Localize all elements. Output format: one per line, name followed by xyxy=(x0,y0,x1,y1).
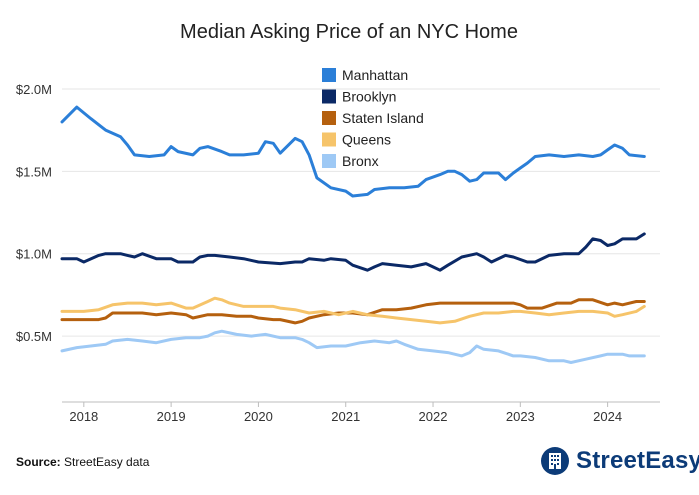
legend: Manhattan Brooklyn Staten Island Queens Bron… xyxy=(322,67,424,169)
series-line-bronx xyxy=(60,329,646,364)
brand-name: StreetEasy xyxy=(576,447,699,474)
legend-label: Bronx xyxy=(342,153,379,169)
x-tick-label: 2019 xyxy=(157,409,186,424)
source-label: Source: xyxy=(16,455,61,469)
x-tick-label: 2024 xyxy=(593,409,622,424)
x-tick-label: 2023 xyxy=(506,409,535,424)
legend-label: Staten Island xyxy=(342,110,424,126)
y-tick-label: $1.5M xyxy=(16,164,52,179)
series-lines xyxy=(60,105,646,364)
legend-label: Manhattan xyxy=(342,67,408,83)
legend-swatch xyxy=(322,132,336,147)
y-tick-label: $0.5M xyxy=(16,329,52,344)
x-tick-label: 2022 xyxy=(419,409,448,424)
series-line-manhattan xyxy=(60,105,646,198)
x-tick-label: 2020 xyxy=(244,409,273,424)
legend-swatch xyxy=(322,68,336,82)
streeteasy-logo: StreetEasy xyxy=(540,446,699,476)
axes: $0.5M $1.0M $1.5M $2.0M 2018 2019 2020 2021 2022… xyxy=(16,82,660,424)
legend-label: Queens xyxy=(342,132,391,148)
chart-title: Median Asking Price of an NYC Home xyxy=(180,21,518,43)
legend-label: Brooklyn xyxy=(342,89,396,105)
building-icon xyxy=(541,447,569,475)
legend-swatch xyxy=(322,89,336,104)
y-tick-label: $1.0M xyxy=(16,247,52,262)
x-tick-label: 2018 xyxy=(69,409,98,424)
source-text: StreetEasy data xyxy=(60,455,150,469)
legend-swatch xyxy=(322,111,336,125)
series-line-queens xyxy=(60,296,646,325)
legend-swatch xyxy=(322,154,336,168)
source-note: Source: StreetEasy data xyxy=(16,455,149,469)
series-line-staten-island xyxy=(60,298,646,325)
series-line-brooklyn xyxy=(60,232,646,272)
grid-lines xyxy=(62,88,660,337)
y-tick-label: $2.0M xyxy=(16,82,52,97)
x-tick-label: 2021 xyxy=(331,409,360,424)
